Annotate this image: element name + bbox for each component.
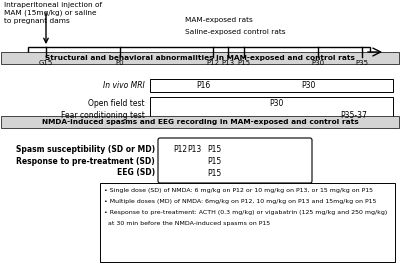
Text: Response to pre-treatment (SD): Response to pre-treatment (SD) xyxy=(16,156,155,166)
FancyBboxPatch shape xyxy=(28,47,370,57)
Text: P15: P15 xyxy=(207,156,221,166)
Text: Intraperitoneal injection of
MAM (15mg/kg) or saline
to pregnant dams: Intraperitoneal injection of MAM (15mg/k… xyxy=(4,2,102,23)
Text: Structural and behavioral abnormalities in MAM-exposed and control rats: Structural and behavioral abnormalities … xyxy=(45,55,355,61)
Text: P30: P30 xyxy=(269,99,284,108)
Text: • Response to pre-treatment: ACTH (0.3 mg/kg) or vigabatrin (125 mg/kg and 250 m: • Response to pre-treatment: ACTH (0.3 m… xyxy=(104,210,387,215)
Text: P30: P30 xyxy=(312,60,324,66)
FancyBboxPatch shape xyxy=(150,96,393,123)
Text: Spasm susceptibility (SD or MD): Spasm susceptibility (SD or MD) xyxy=(16,144,155,154)
Text: • Single dose (SD) of NMDA: 6 mg/kg on P12 or 10 mg/kg on P13, or 15 mg/kg on P1: • Single dose (SD) of NMDA: 6 mg/kg on P… xyxy=(104,188,373,193)
Text: • Multiple doses (MD) of NMDA: 6mg/kg on P12, 10 mg/kg on P13 and 15mg/kg on P15: • Multiple doses (MD) of NMDA: 6mg/kg on… xyxy=(104,199,376,204)
FancyBboxPatch shape xyxy=(100,183,395,262)
Text: P13: P13 xyxy=(187,144,201,154)
Text: P12: P12 xyxy=(173,144,187,154)
Text: P30: P30 xyxy=(301,80,315,89)
Text: Open field test: Open field test xyxy=(88,99,145,108)
FancyBboxPatch shape xyxy=(1,52,399,64)
Text: G15: G15 xyxy=(39,60,53,66)
Text: Fear conditioning test: Fear conditioning test xyxy=(61,112,145,120)
FancyBboxPatch shape xyxy=(150,78,393,92)
Text: EEG (SD): EEG (SD) xyxy=(117,168,155,178)
Text: MAM-exposed rats: MAM-exposed rats xyxy=(185,17,253,23)
Text: P0: P0 xyxy=(116,60,124,66)
FancyBboxPatch shape xyxy=(1,116,399,128)
Text: P15: P15 xyxy=(238,60,250,66)
Text: P15: P15 xyxy=(207,144,221,154)
Text: P15: P15 xyxy=(207,168,221,178)
Text: Saline-exposed control rats: Saline-exposed control rats xyxy=(185,29,286,35)
Text: P16: P16 xyxy=(196,80,210,89)
FancyBboxPatch shape xyxy=(158,138,312,183)
Text: In vivo MRI: In vivo MRI xyxy=(103,80,145,89)
Text: P35-37: P35-37 xyxy=(341,112,368,120)
Text: at 30 min before the NMDA-induced spasms on P15: at 30 min before the NMDA-induced spasms… xyxy=(104,221,270,226)
Text: P35: P35 xyxy=(356,60,368,66)
Text: NMDA-induced spasms and EEG recording in MAM-exposed and control rats: NMDA-induced spasms and EEG recording in… xyxy=(42,119,358,125)
Text: P13: P13 xyxy=(222,60,234,66)
Text: P12: P12 xyxy=(206,60,220,66)
